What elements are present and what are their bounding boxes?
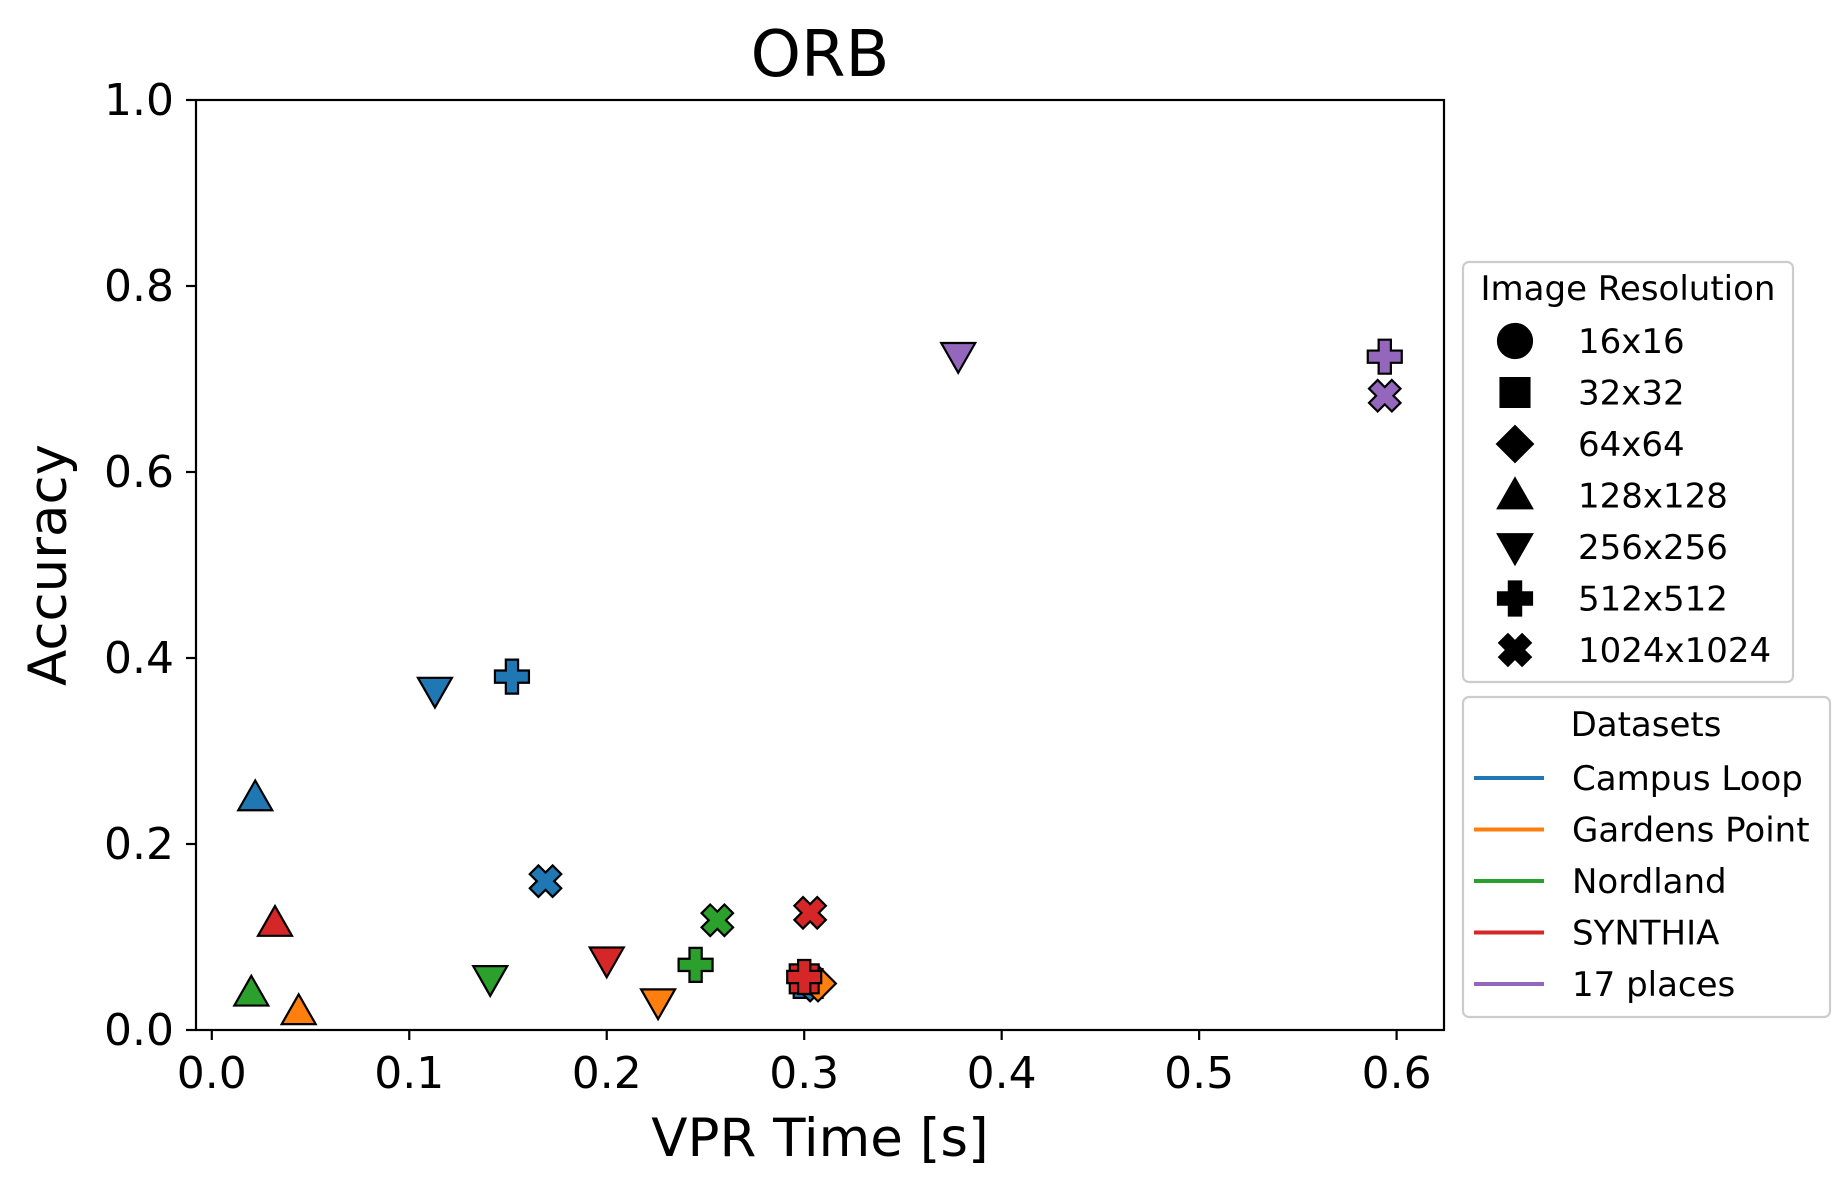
data-point-synthia-x: [792, 895, 828, 931]
x-tick-label: 0.0: [177, 1048, 247, 1099]
chart-title: ORB: [751, 18, 890, 92]
legend-resolution-title: Image Resolution: [1481, 269, 1776, 309]
legend-marker-x-icon: [1497, 632, 1533, 668]
y-axis-ticks: 0.0 0.2 0.4 0.6 0.8 1.0: [104, 75, 196, 1056]
y-tick-label: 0.4: [104, 633, 174, 684]
x-tick-label: 0.2: [572, 1048, 642, 1099]
data-point-campus-loop-triangle-down: [416, 676, 454, 710]
data-point-campus-loop-x: [528, 863, 563, 899]
legend-datasets: Datasets Campus Loop Gardens Point Nordlan…: [1461, 695, 1832, 1019]
legend-resolution-frame: [1461, 260, 1795, 684]
legend-resolution-label: 16x16: [1578, 322, 1685, 362]
x-axis-title: VPR Time [s]: [651, 1108, 988, 1169]
x-tick-label: 0.5: [1164, 1048, 1234, 1099]
legend-marker-triangle-down-icon: [1496, 533, 1534, 567]
legend-datasets-title: Datasets: [1571, 705, 1722, 745]
legend-image-resolution: Image Resolution 16x16 32x32 64x64 128x128 2…: [1461, 260, 1795, 684]
legend-dataset-label: Nordland: [1572, 862, 1727, 902]
y-tick-label: 0.8: [104, 261, 174, 312]
y-axis-title: Accuracy: [18, 444, 79, 686]
legend-marker-plus-icon: [1496, 580, 1534, 617]
data-point-campus-loop-plus: [493, 658, 531, 695]
data-point-nordland-triangle-up: [232, 973, 271, 1007]
legend-dataset-label: Gardens Point: [1572, 811, 1810, 851]
legend-datasets-frame: [1461, 695, 1832, 1019]
data-point-gardens-point-triangle-down: [639, 988, 677, 1022]
legend-datasets-entries: Campus Loop Gardens Point Nordland SYNTHIA 1…: [1474, 759, 1810, 1005]
x-tick-label: 0.6: [1362, 1048, 1432, 1099]
legend-marker-triangle-up-icon: [1496, 476, 1534, 510]
legend-dataset-label: 17 places: [1572, 965, 1735, 1005]
y-tick-label: 0.2: [104, 819, 174, 870]
data-point-nordland-x: [700, 902, 735, 938]
x-tick-label: 0.3: [769, 1048, 839, 1099]
plot-frame: [194, 98, 1446, 1032]
x-tick-label: 0.1: [374, 1048, 444, 1099]
legend-resolution-label: 32x32: [1578, 374, 1685, 414]
legend-resolution-label: 1024x1024: [1578, 631, 1771, 671]
y-tick-label: 0.6: [104, 447, 174, 498]
legend-dataset-label: Campus Loop: [1572, 759, 1803, 799]
legend-resolution-label: 64x64: [1578, 425, 1685, 465]
legend-dataset-label: SYNTHIA: [1572, 914, 1719, 954]
legend-resolution-label: 256x256: [1578, 528, 1728, 568]
data-point-17-places-x: [1367, 378, 1403, 414]
data-points: [232, 338, 1403, 1026]
legend-resolution-label: 512x512: [1578, 580, 1728, 620]
data-point-campus-loop-triangle-up: [236, 778, 275, 812]
x-tick-label: 0.4: [967, 1048, 1037, 1099]
legend-marker-circle-icon: [1496, 322, 1534, 360]
x-axis-ticks: 0.0 0.1 0.2 0.3 0.4 0.5 0.6: [177, 1030, 1432, 1099]
legend-marker-diamond-icon: [1495, 424, 1535, 464]
data-point-synthia-triangle-up: [256, 903, 294, 937]
legend-resolution-label: 128x128: [1578, 477, 1728, 517]
data-point-17-places-plus: [1366, 338, 1403, 375]
legend-marker-square-icon: [1499, 376, 1531, 409]
plot-area: 0.0 0.1 0.2 0.3 0.4 0.5 0.6 0.0 0.2 0.4 0.6 0.8 1.0: [104, 75, 1446, 1099]
y-tick-label: 0.0: [104, 1005, 174, 1056]
y-tick-label: 1.0: [104, 75, 174, 126]
legend-resolution-entries: 16x16 32x32 64x64 128x128 256x256 512x512 1024…: [1495, 322, 1771, 671]
data-point-synthia-triangle-down: [587, 946, 626, 980]
data-point-gardens-point-triangle-up: [279, 992, 318, 1026]
data-point-synthia-plus: [786, 958, 823, 996]
data-point-nordland-plus: [677, 946, 714, 983]
data-point-nordland-triangle-down: [471, 965, 510, 999]
data-point-17-places-triangle-down: [939, 341, 978, 375]
